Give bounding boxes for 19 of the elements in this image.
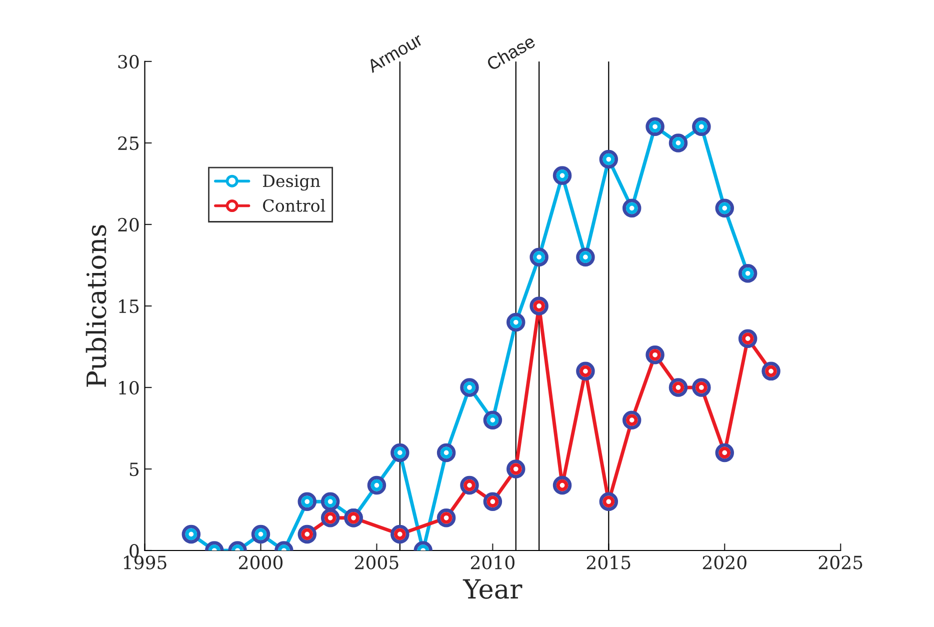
x-axis-title: Year bbox=[462, 579, 522, 599]
x-tick-label: 2020 bbox=[702, 556, 746, 570]
x-tick-label: 2005 bbox=[354, 556, 398, 570]
legend-label: Control bbox=[263, 198, 326, 212]
x-tick-label: 2025 bbox=[818, 556, 862, 570]
y-tick-label: 15 bbox=[119, 299, 139, 314]
y-tick-label: 25 bbox=[118, 136, 139, 150]
legend-label: Design bbox=[263, 174, 320, 191]
ref-line-label: Chase bbox=[486, 34, 536, 71]
x-tick-label: 1995 bbox=[124, 556, 166, 570]
x-tick-label: 2015 bbox=[586, 556, 630, 570]
x-tick-label: 2010 bbox=[470, 556, 514, 570]
y-tick-label: 30 bbox=[118, 54, 139, 69]
y-tick-label: 0 bbox=[130, 544, 139, 558]
y-tick-label: 10 bbox=[119, 380, 139, 395]
x-tick-label: 2000 bbox=[238, 556, 283, 570]
y-tick-label: 5 bbox=[130, 462, 139, 476]
y-axis-title: Publications bbox=[86, 225, 106, 387]
y-tick-label: 20 bbox=[118, 218, 139, 232]
